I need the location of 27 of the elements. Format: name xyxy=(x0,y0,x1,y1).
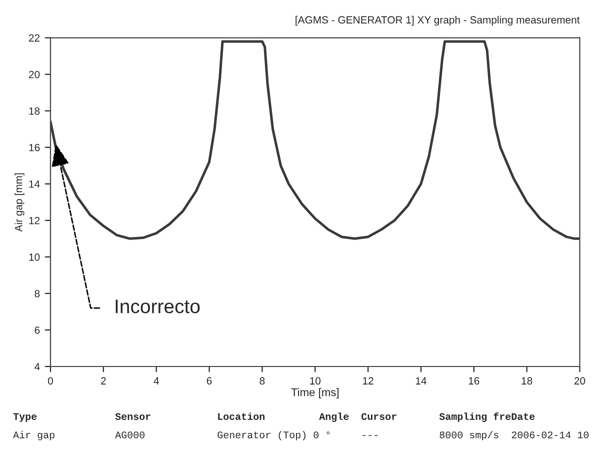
x-tick-label: 0 xyxy=(48,377,53,385)
y-tick-label: 22 xyxy=(29,34,40,42)
text: Air gap AG000 Generator (Top) 0 ° --- 8000 smp/s 2006-02-14 10 xyxy=(13,430,589,440)
chart-title: [AGMS - GENERATOR 1] XY graph - Sampling measurement xyxy=(296,16,580,26)
x-tick-label: 12 xyxy=(363,377,374,384)
y-tick-label: 20 xyxy=(29,70,40,78)
x-tick-label: 18 xyxy=(522,377,532,385)
y-tick-label: 4 xyxy=(34,363,40,370)
x-tick-label: 20 xyxy=(574,377,586,385)
x-tick-label: 10 xyxy=(310,377,321,385)
x-tick-label: 6 xyxy=(206,377,212,385)
x-axis-title: Time [ms] xyxy=(291,388,338,398)
x-tick-label: 4 xyxy=(154,377,159,384)
y-tick-label: 18 xyxy=(29,107,40,115)
y-axis-title: Air gap [mm] xyxy=(14,173,24,232)
y-tick-label: 12 xyxy=(29,216,40,224)
x-tick-label: 16 xyxy=(468,377,480,385)
text: Type Sensor Location Angle Cursor Sampling freDate xyxy=(13,412,535,422)
y-tick-label: 8 xyxy=(34,290,40,298)
annotation: Incorrecto xyxy=(116,300,200,314)
x-tick-label: 8 xyxy=(260,377,265,385)
y-tick-label: 16 xyxy=(29,144,40,152)
x-tick-label: 2 xyxy=(101,377,106,384)
y-tick-label: 10 xyxy=(29,253,40,261)
y-tick-label: 6 xyxy=(34,326,40,334)
y-tick-label: 14 xyxy=(29,180,40,188)
x-tick-label: 14 xyxy=(416,377,426,384)
